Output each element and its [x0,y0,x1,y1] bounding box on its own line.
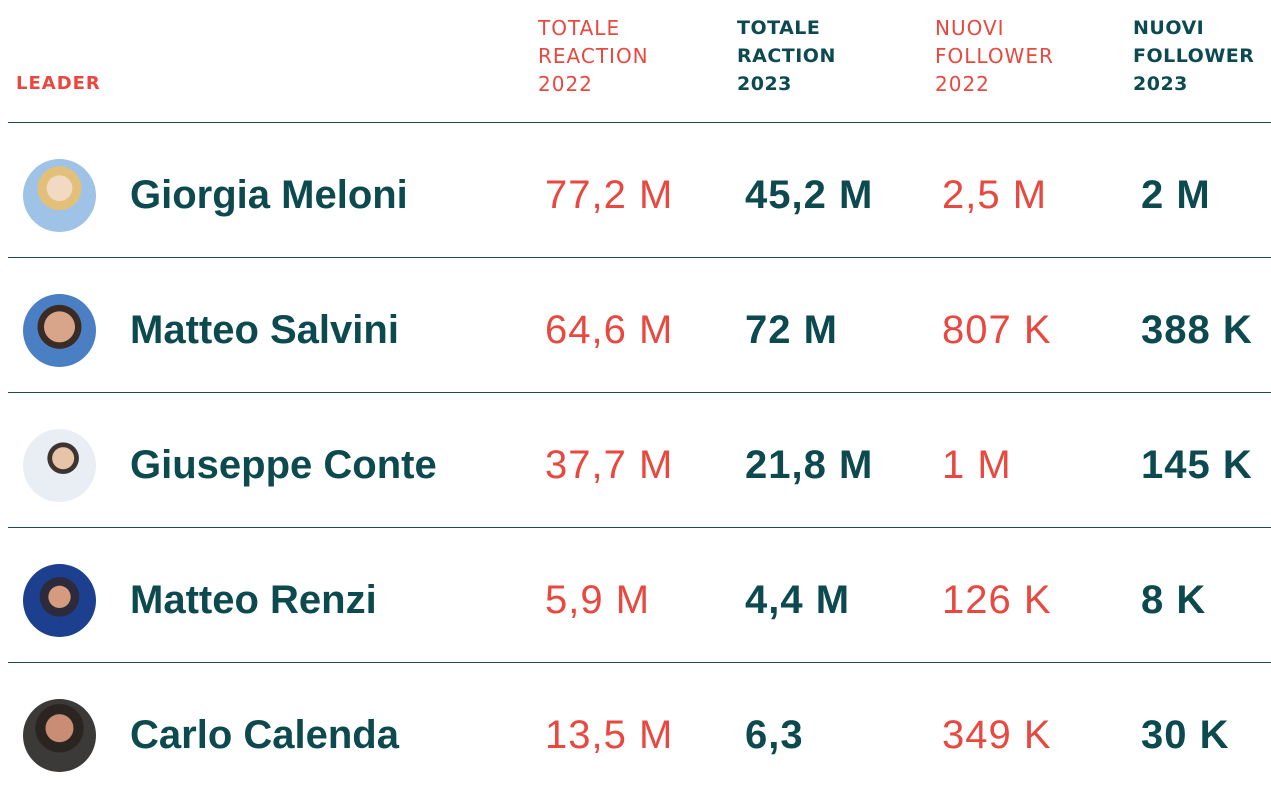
leader-name: Carlo Calenda [130,713,399,757]
column-header: NUOVI [935,16,1005,40]
column-header: NUOVI [1133,17,1205,39]
cell-value: 349 K [942,713,1052,757]
leader-photo [23,429,96,502]
row-divider [8,527,1271,528]
cell-value: 5,9 M [545,578,651,622]
column-header: REACTION [538,44,649,68]
row-divider [8,662,1271,663]
cell-value: 45,2 M [745,173,874,217]
leader-name: Giorgia Meloni [130,173,408,217]
column-header: 2022 [538,72,593,96]
cell-value: 145 K [1141,443,1253,487]
cell-value: 807 K [942,308,1052,352]
column-header: TOTALE [538,16,621,40]
cell-value: 8 K [1141,578,1207,622]
cell-value: 6,3 [745,713,804,757]
column-header: FOLLOWER [1133,45,1255,67]
leader-name: Matteo Salvini [130,308,399,352]
column-header: 2023 [1133,73,1188,95]
cell-value: 2,5 M [942,173,1048,217]
column-header: 2022 [935,72,990,96]
cell-value: 21,8 M [745,443,874,487]
leader-photo [23,699,96,772]
column-header: LEADER [16,73,101,94]
row-divider [8,257,1271,258]
cell-value: 72 M [745,308,838,352]
column-header: 2023 [737,73,792,95]
column-header: RACTION [737,45,836,67]
cell-value: 64,6 M [545,308,674,352]
cell-value: 30 K [1141,713,1230,757]
column-header: TOTALE [737,17,821,39]
cell-value: 388 K [1141,308,1253,352]
cell-value: 13,5 M [545,713,674,757]
cell-value: 4,4 M [745,578,851,622]
cell-value: 37,7 M [545,443,674,487]
leader-name: Matteo Renzi [130,578,377,622]
cell-value: 126 K [942,578,1052,622]
row-divider [8,122,1271,123]
leader-photo [23,159,96,232]
cell-value: 2 M [1141,173,1211,217]
row-divider [8,392,1271,393]
column-header: FOLLOWER [935,44,1054,68]
leader-photo [23,294,96,367]
cell-value: 1 M [942,443,1012,487]
cell-value: 77,2 M [545,173,674,217]
leader-photo [23,564,96,637]
leader-name: Giuseppe Conte [130,443,437,487]
